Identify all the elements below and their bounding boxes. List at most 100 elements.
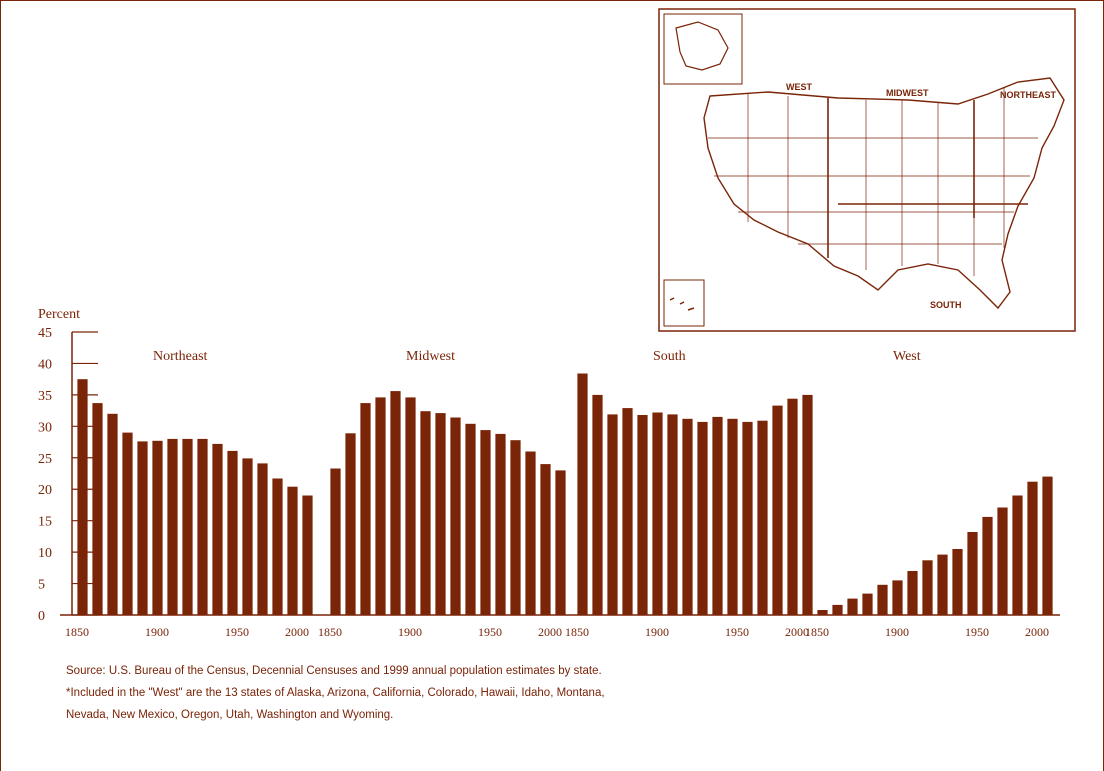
region-dividers (827, 98, 1028, 258)
x-tick-label: 1900 (645, 625, 669, 639)
y-tick-label: 10 (38, 546, 52, 561)
bar-midwest-1860 (345, 433, 356, 615)
x-tick-label: 1900 (398, 625, 422, 639)
bar-south-1930 (697, 421, 708, 615)
bar-midwest-1970 (510, 440, 521, 615)
panel-northeast: Northeast 1850 1900 1950 2000 (65, 349, 313, 639)
bar-west-1910 (907, 571, 918, 615)
us-regions-map-inset: WEST MIDWEST NORTHEAST SOUTH (658, 8, 1076, 332)
bar-midwest-1900 (405, 397, 416, 615)
bar-west-1930 (937, 554, 948, 615)
bar-midwest-1960 (495, 433, 506, 615)
bar-south-1850 (577, 373, 588, 615)
y-axis-label: Percent (38, 307, 80, 322)
panel-title: South (653, 349, 686, 364)
bar-west-1980 (1012, 495, 1023, 615)
bar-midwest-1890 (390, 391, 401, 615)
y-tick-label: 15 (38, 515, 52, 530)
map-label-south: SOUTH (930, 300, 962, 310)
bar-northeast-1920 (182, 438, 193, 615)
x-tick-label: 1850 (565, 625, 589, 639)
x-tick-label: 2000 (285, 625, 309, 639)
panel-midwest: Midwest 1850 1900 1950 2000 (318, 349, 566, 639)
us-map-graphic: WEST MIDWEST NORTHEAST SOUTH (658, 8, 1076, 332)
bar-northeast-1980 (272, 478, 283, 615)
bar-west-1940 (952, 549, 963, 615)
bar-south-1910 (667, 414, 678, 615)
y-tick-label: 45 (38, 326, 52, 341)
alaska-inset-box (663, 13, 743, 85)
y-tick-label: 30 (38, 420, 52, 435)
x-tick-label: 2000 (785, 625, 809, 639)
bar-west-1890 (877, 584, 888, 615)
bar-south-1900 (652, 412, 663, 615)
x-tick-label: 1850 (65, 625, 89, 639)
source-line-3: Nevada, New Mexico, Oregon, Utah, Washin… (66, 709, 394, 721)
bar-south-1870 (607, 414, 618, 615)
y-tick-label: 20 (38, 483, 52, 498)
bar-northeast-1860 (92, 403, 103, 615)
bar-south-1860 (592, 394, 603, 615)
bar-south-1880 (622, 408, 633, 615)
y-tick-label: 40 (38, 357, 52, 372)
x-tick-label: 1900 (885, 625, 909, 639)
bar-west-1950 (967, 532, 978, 615)
y-tick-label: 35 (38, 389, 52, 404)
continental-us-outline (703, 77, 1065, 310)
bar-south-1940 (712, 416, 723, 615)
bar-south-1990 (787, 398, 798, 615)
bar-west-1920 (922, 560, 933, 615)
bar-midwest-1880 (375, 397, 386, 615)
x-tick-label: 1950 (965, 625, 989, 639)
bar-south-1960 (742, 421, 753, 615)
bar-midwest-1920 (435, 413, 446, 615)
bar-northeast-1970 (257, 463, 268, 615)
bar-south-1970 (757, 420, 768, 615)
bar-midwest-1990 (540, 464, 551, 615)
bar-northeast-1940 (212, 443, 223, 615)
bar-midwest-1950 (480, 430, 491, 615)
bar-south-1950 (727, 418, 738, 615)
bar-northeast-1890 (137, 441, 148, 615)
bar-west-1990 (1027, 481, 1038, 615)
bar-midwest-1870 (360, 403, 371, 615)
map-label-northeast: NORTHEAST (1000, 90, 1057, 100)
bar-northeast-1900 (152, 440, 163, 615)
bar-west-1850 (817, 610, 828, 615)
state-boundaries (708, 88, 1038, 276)
bar-northeast-1930 (197, 438, 208, 615)
bar-midwest-1910 (420, 411, 431, 615)
panel-west: West 1850 1900 1950 2000 (805, 349, 1053, 639)
bar-northeast-1910 (167, 438, 178, 615)
x-tick-label: 1950 (225, 625, 249, 639)
x-tick-label: 1950 (725, 625, 749, 639)
bar-south-1999 (802, 394, 813, 615)
panel-title: Northeast (153, 349, 208, 364)
bar-south-1890 (637, 415, 648, 615)
x-tick-label: 2000 (1025, 625, 1049, 639)
chart-panels: Northeast 1850 1900 1950 2000 Midwest 1850 1900… (65, 349, 1053, 639)
map-label-west: WEST (786, 82, 813, 92)
bar-west-1900 (892, 580, 903, 615)
bar-northeast-1870 (107, 413, 118, 615)
y-axis: 0 5 10 15 20 25 30 35 40 45 (38, 326, 98, 624)
bar-west-1870 (847, 598, 858, 615)
x-tick-label: 1850 (805, 625, 829, 639)
bar-midwest-1930 (450, 417, 461, 615)
bar-west-1880 (862, 593, 873, 615)
y-tick-label: 25 (38, 452, 52, 467)
bar-northeast-1960 (242, 458, 253, 615)
bar-northeast-1950 (227, 450, 238, 615)
bar-west-1960 (982, 516, 993, 615)
source-line-2: *Included in the "West" are the 13 state… (66, 687, 605, 699)
x-tick-label: 1850 (318, 625, 342, 639)
bar-midwest-1940 (465, 423, 476, 615)
alaska-outline (675, 21, 729, 71)
hawaii-inset-box (663, 279, 705, 327)
bar-northeast-1990 (287, 486, 298, 615)
bar-west-1970 (997, 507, 1008, 615)
map-label-midwest: MIDWEST (886, 88, 929, 98)
bar-south-1980 (772, 405, 783, 615)
bar-west-1999 (1042, 476, 1053, 615)
